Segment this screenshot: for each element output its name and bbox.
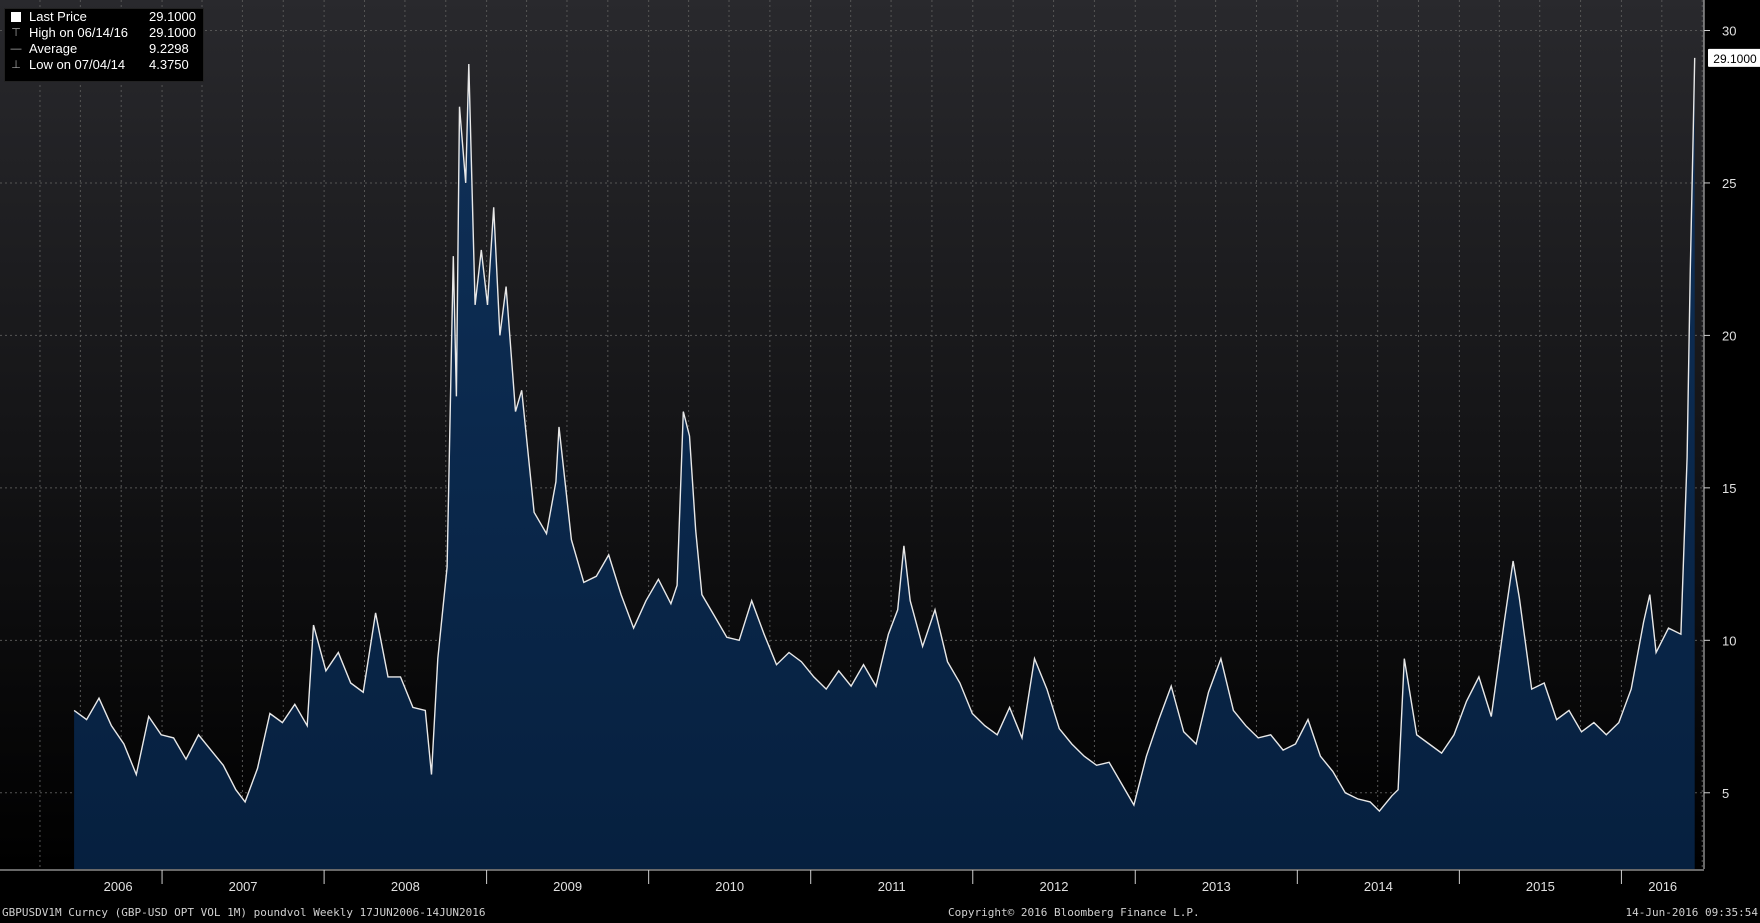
- legend-value: 29.1000: [149, 25, 196, 40]
- y-tick-label: 25: [1722, 176, 1736, 191]
- legend-value: 4.3750: [149, 57, 189, 72]
- footer-copyright: Copyright© 2016 Bloomberg Finance L.P.: [948, 906, 1200, 919]
- y-tick-label: 15: [1722, 481, 1736, 496]
- series-line: [73, 57, 1696, 813]
- legend-row-low: ⊥ Low on 07/04/14 4.3750: [5, 57, 203, 73]
- series-area-fill: [74, 57, 1695, 869]
- legend-value: 9.2298: [149, 41, 189, 56]
- legend-label: Last Price: [29, 9, 87, 24]
- last-price-tag-text: 29.1000: [1713, 52, 1757, 66]
- y-tick-label: 20: [1722, 328, 1736, 343]
- x-axis: 2006 2007 2008 2009 2010 2011 2012 2013 2014 2015…: [104, 870, 1677, 894]
- y-tick-label: 10: [1722, 633, 1736, 648]
- x-tick-label: 2006: [104, 879, 133, 894]
- x-tick-label: 2010: [715, 879, 744, 894]
- legend-row-last-price: Last Price 29.1000: [5, 9, 203, 25]
- last-price-tag: 29.1000: [1708, 48, 1760, 67]
- square-swatch-icon: [10, 9, 22, 27]
- last-price-tag-box: [1708, 48, 1760, 67]
- legend-value: 29.1000: [149, 9, 196, 24]
- x-tick-label: 2013: [1202, 879, 1231, 894]
- x-tick-label: 2008: [391, 879, 420, 894]
- y-tick-label: 5: [1722, 786, 1729, 801]
- x-tick-label: 2007: [229, 879, 258, 894]
- legend-row-high: ⊤ High on 06/14/16 29.1000: [5, 25, 203, 41]
- x-tick-label: 2014: [1364, 879, 1393, 894]
- x-tick-label: 2009: [553, 879, 582, 894]
- legend-label: High on 06/14/16: [29, 25, 129, 40]
- footer-ticker-description: GBPUSDV1M Curncy (GBP-USD OPT VOL 1M) po…: [2, 906, 486, 919]
- low-marker-icon: ⊥: [11, 59, 21, 71]
- legend-row-average: — Average 9.2298: [5, 41, 203, 57]
- legend-label: Average: [29, 41, 78, 56]
- x-tick-label: 2011: [878, 879, 906, 894]
- legend-label: Low on 07/04/14: [29, 57, 126, 72]
- average-marker-icon: —: [10, 43, 22, 55]
- y-tick-label: 30: [1722, 23, 1736, 38]
- footer-timestamp: 14-Jun-2016 09:35:54: [1625, 906, 1758, 919]
- x-tick-label: 2015: [1526, 879, 1555, 894]
- y-axis: 5 10 15 20 25 30: [1704, 23, 1736, 801]
- x-tick-label: 2016: [1648, 879, 1677, 894]
- legend: Last Price 29.1000 ⊤ High on 06/14/16 29…: [4, 8, 204, 82]
- x-tick-label: 2012: [1040, 879, 1069, 894]
- high-marker-icon: ⊤: [11, 27, 21, 39]
